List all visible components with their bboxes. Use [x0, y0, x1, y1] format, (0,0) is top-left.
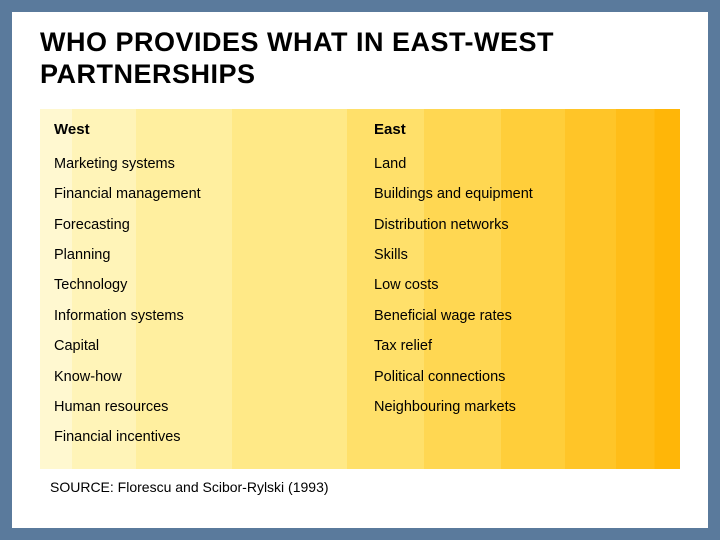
source-citation: SOURCE: Florescu and Scibor-Rylski (1993…	[50, 479, 680, 495]
list-item: Human resources	[54, 399, 350, 416]
list-item: Know-how	[54, 369, 350, 386]
west-header: West	[54, 121, 350, 138]
east-header: East	[374, 121, 670, 138]
list-item: Buildings and equipment	[374, 186, 670, 203]
list-item: Tax relief	[374, 338, 670, 355]
list-item: Capital	[54, 338, 350, 355]
list-item: Distribution networks	[374, 217, 670, 234]
list-item: Land	[374, 156, 670, 173]
list-item: Financial management	[54, 186, 350, 203]
west-column: West Marketing systems Financial managem…	[40, 109, 360, 469]
list-item: Beneficial wage rates	[374, 308, 670, 325]
slide-container: WHO PROVIDES WHAT IN EAST-WEST PARTNERSH…	[12, 12, 708, 528]
list-item: Technology	[54, 277, 350, 294]
slide-title: WHO PROVIDES WHAT IN EAST-WEST PARTNERSH…	[40, 26, 680, 91]
list-item: Political connections	[374, 369, 670, 386]
list-item: Low costs	[374, 277, 670, 294]
east-column: East Land Buildings and equipment Distri…	[360, 109, 680, 469]
list-item: Information systems	[54, 308, 350, 325]
comparison-table: West Marketing systems Financial managem…	[40, 109, 680, 469]
list-item: Neighbouring markets	[374, 399, 670, 416]
list-item: Skills	[374, 247, 670, 264]
list-item: Planning	[54, 247, 350, 264]
list-item: Forecasting	[54, 217, 350, 234]
list-item: Marketing systems	[54, 156, 350, 173]
list-item: Financial incentives	[54, 429, 350, 446]
